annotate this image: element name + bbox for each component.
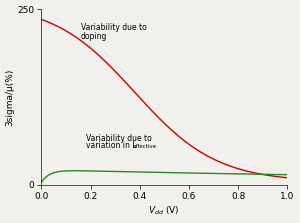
Text: Variability due to: Variability due to <box>81 23 146 32</box>
Text: effective: effective <box>133 144 157 149</box>
X-axis label: $V_{dd}$ (V): $V_{dd}$ (V) <box>148 205 180 217</box>
Text: variation in L: variation in L <box>86 141 136 150</box>
Y-axis label: 3sigma/μ(%): 3sigma/μ(%) <box>6 68 15 126</box>
Text: Variability due to: Variability due to <box>86 134 152 143</box>
Text: doping: doping <box>81 32 107 41</box>
